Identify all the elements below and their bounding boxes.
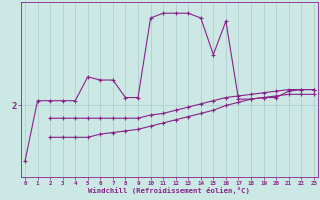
- X-axis label: Windchill (Refroidissement éolien,°C): Windchill (Refroidissement éolien,°C): [88, 187, 250, 194]
